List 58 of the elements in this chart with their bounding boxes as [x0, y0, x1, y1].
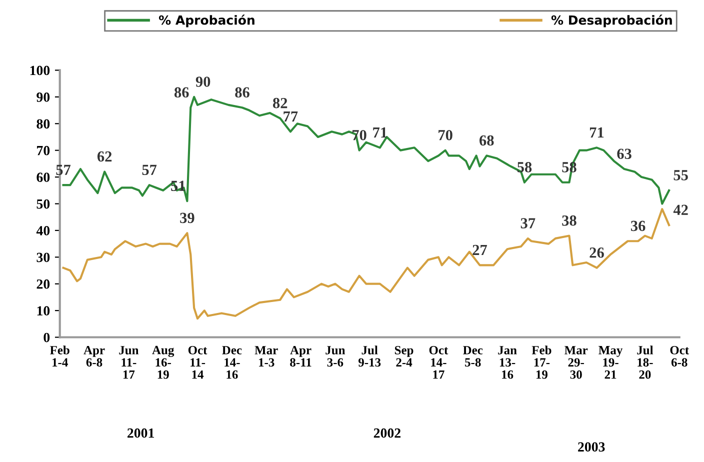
- x-tick-label: Aug 16- 19: [152, 346, 174, 379]
- data-label: 71: [590, 127, 604, 138]
- x-tick-label: Oct 6-8: [670, 346, 690, 367]
- data-label: 58: [517, 162, 532, 172]
- data-label: 86: [235, 87, 250, 98]
- data-label: 26: [590, 248, 604, 258]
- x-tick-label: Dec 5-8: [463, 346, 483, 367]
- text: 2003: [578, 442, 605, 452]
- y-tick-label: 100: [30, 66, 50, 76]
- x-tick-label: Jul 9-13: [358, 346, 381, 367]
- text: 2001: [127, 428, 154, 438]
- data-label: 90: [196, 76, 210, 87]
- data-label: 36: [630, 220, 646, 232]
- y-tick-label: 40: [36, 226, 50, 236]
- data-label: 70: [438, 130, 452, 140]
- data-label: 39: [180, 212, 194, 224]
- y-tick-label: 90: [36, 92, 50, 102]
- y-tick-label: 70: [37, 146, 50, 156]
- x-tick-label: Apr 8-11: [290, 346, 312, 367]
- data-label: 57: [56, 164, 71, 175]
- x-tick-label: Oct 11- 14: [188, 346, 208, 379]
- legend-label: % Desaprobación: [551, 14, 672, 28]
- y-tick-label: 20: [36, 279, 50, 289]
- y-tick-label: 0: [44, 332, 50, 342]
- data-label: 57: [142, 164, 157, 175]
- y-tick-label: 30: [36, 252, 50, 262]
- x-tick-label: Jun 3-6: [326, 346, 346, 367]
- data-label: 82: [272, 98, 288, 108]
- x-tick-label: Feb 17- 19: [532, 346, 552, 379]
- x-tick-label: Apr 6-8: [84, 346, 105, 367]
- x-tick-label: May 19- 21: [598, 346, 623, 379]
- data-label: 86: [174, 87, 189, 98]
- x-tick-label: Sep 2-4: [394, 346, 414, 366]
- y-tick-label: 80: [36, 119, 50, 129]
- data-label: 38: [562, 215, 576, 226]
- x-tick-label: Jun 11- 17: [119, 346, 139, 379]
- x-tick-label: Jan 13- 16: [498, 346, 517, 379]
- y-tick-label: 50: [36, 199, 50, 209]
- data-label: 68: [480, 135, 494, 146]
- y-tick-label: 10: [37, 306, 50, 316]
- y-tick-label: 60: [36, 172, 50, 182]
- x-tick-label: Jul 18- 20: [637, 346, 654, 379]
- data-label: 27: [472, 244, 488, 255]
- data-label: 37: [520, 218, 536, 228]
- data-label: 55: [674, 170, 688, 180]
- data-label: 77: [284, 111, 298, 122]
- x-tick-label: Dec 14- 16: [222, 346, 242, 379]
- x-tick-label: Feb 1-4: [50, 346, 70, 366]
- data-label: 63: [617, 148, 632, 159]
- data-label: 71: [373, 127, 387, 138]
- data-label: 42: [673, 204, 688, 215]
- legend-label: % Aprobación: [158, 14, 254, 28]
- text: 2002: [374, 428, 400, 438]
- x-tick-label: Mar 1-3: [254, 346, 278, 367]
- x-tick-label: Oct 14- 17: [429, 346, 448, 379]
- line-series: [62, 208, 670, 320]
- x-tick-label: Mar 29- 30: [564, 346, 588, 379]
- data-label: 62: [97, 151, 112, 162]
